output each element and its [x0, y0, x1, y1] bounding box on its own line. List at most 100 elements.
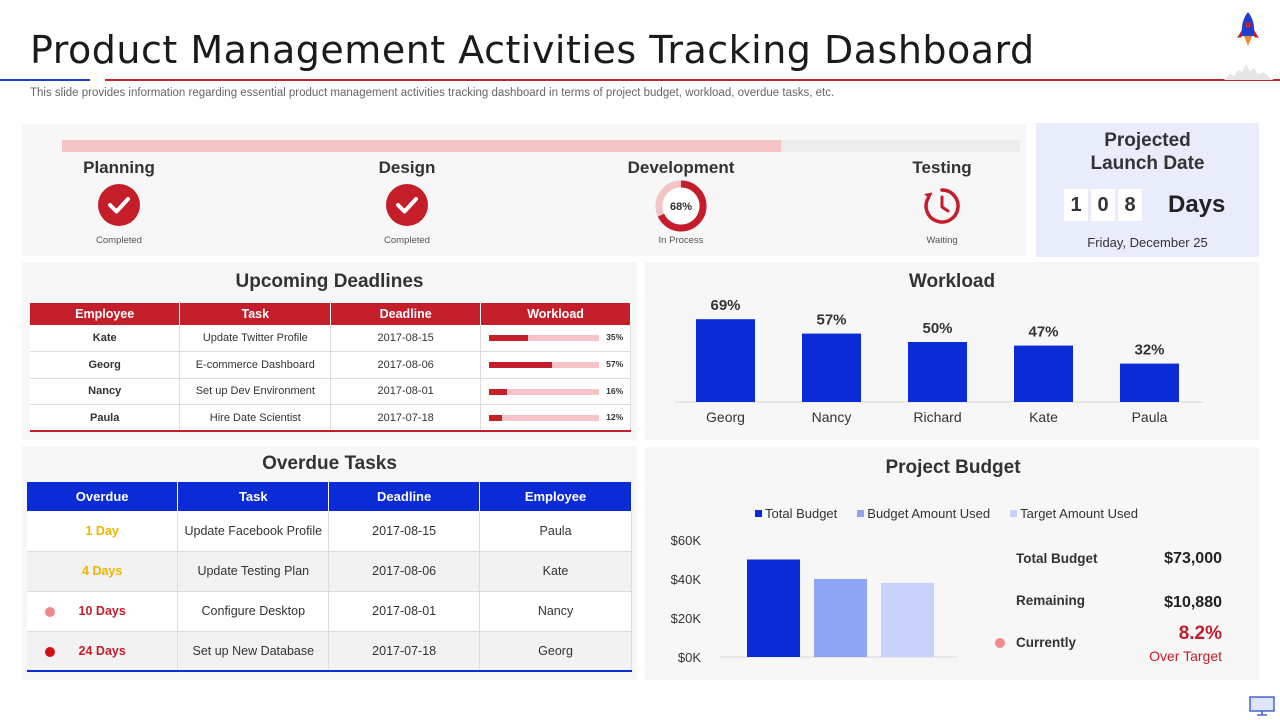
- launch-title: Projected Launch Date: [1090, 130, 1205, 174]
- task-cell: Update Facebook Profile: [177, 511, 330, 552]
- check-icon: [386, 184, 428, 226]
- overdue-label: 1 Day: [85, 523, 119, 538]
- over-target-percent: 8.2%: [1178, 623, 1222, 644]
- project-budget-panel: Project Budget $0K $20K $40K $60K Total Budg…: [645, 447, 1259, 680]
- x-tick-label: Nancy: [812, 409, 852, 425]
- workload-cell: 57%: [480, 351, 631, 379]
- workload-bar: [489, 388, 507, 395]
- over-target-label: Over Target: [1149, 648, 1222, 664]
- x-tick-label: Richard: [913, 409, 961, 425]
- task-cell: Set up New Database: [177, 631, 330, 672]
- workload-chart: Workload 69% Georg 57% Nancy 50% Richard 47% Kat…: [675, 271, 1203, 425]
- bar: [1120, 363, 1179, 402]
- overdue-cell: 4 Days: [27, 551, 179, 592]
- workload-panel: Workload 69% Georg 57% Nancy 50% Richard 47% Kat…: [645, 262, 1259, 440]
- total-budget-label: Total Budget: [1016, 551, 1098, 566]
- column-header: Deadline: [328, 482, 481, 511]
- overdue-label: 4 Days: [82, 564, 123, 578]
- deadline-cell: 2017-08-01: [330, 378, 482, 405]
- task-cell: Set up Dev Environment: [179, 378, 332, 405]
- stage-status: In Process: [658, 235, 704, 246]
- workload-bar: [489, 335, 528, 341]
- days-digit: 1: [1064, 189, 1088, 221]
- overdue-cell: 24 Days: [27, 631, 179, 672]
- column-header: Task: [177, 482, 330, 511]
- launch-date: Friday, December 25: [1087, 235, 1208, 250]
- legend-label: Target Amount Used: [1020, 506, 1138, 521]
- chart-title: Workload: [909, 271, 995, 292]
- stage-name: Development: [627, 158, 735, 177]
- table-row: Paula Hire Date Scientist 2017-07-18 12%: [30, 404, 631, 432]
- currently-label: Currently: [1016, 635, 1077, 650]
- bar: [908, 342, 967, 402]
- total-budget-value: $73,000: [1164, 550, 1222, 567]
- y-tick-label: $0K: [678, 650, 701, 665]
- employee-cell: Paula: [30, 404, 181, 432]
- stage-planning: Planning Completed: [49, 158, 189, 246]
- bar: [1014, 345, 1073, 402]
- deadline-cell: 2017-08-15: [330, 325, 482, 352]
- deadline-cell: 2017-08-06: [328, 551, 481, 592]
- legend-swatch: [1010, 510, 1018, 517]
- employee-cell: Georg: [30, 351, 181, 379]
- deadline-cell: 2017-08-06: [330, 351, 482, 379]
- task-cell: Configure Desktop: [177, 591, 330, 632]
- deadlines-table: Employee Task Deadline Workload Kate Upd…: [30, 303, 631, 432]
- overdue-label: 24 Days: [78, 643, 126, 658]
- table-row: 24 Days Set up New Database 2017-07-18 G…: [27, 631, 632, 672]
- ring-percent-label: 68%: [670, 201, 692, 213]
- x-tick-label: Paula: [1132, 409, 1168, 425]
- stage-status: Waiting: [926, 235, 958, 246]
- data-label: 69%: [710, 297, 740, 314]
- overall-progress-fill: [62, 140, 781, 152]
- workload-percent: 57%: [606, 359, 624, 369]
- data-label: 50%: [922, 320, 952, 337]
- legend-item: Budget Amount Used: [857, 506, 990, 521]
- page-subtitle: This slide provides information regardin…: [30, 87, 835, 99]
- budget-legend: Total Budget Budget Amount Used Target A…: [755, 506, 1158, 521]
- x-tick-label: Kate: [1029, 409, 1058, 425]
- workload-cell: 35%: [480, 325, 631, 352]
- employee-cell: Nancy: [479, 591, 632, 632]
- budget-chart: Project Budget $0K $20K $40K $60K: [671, 457, 1022, 665]
- stage-status: Completed: [96, 235, 142, 246]
- bar: [881, 582, 934, 657]
- employee-cell: Paula: [479, 511, 632, 552]
- workload-bar: [489, 415, 503, 421]
- employee-cell: Georg: [479, 631, 632, 672]
- overdue-cell: 1 Day: [27, 511, 179, 552]
- workload-cell: 12%: [480, 404, 631, 432]
- deadline-cell: 2017-08-01: [328, 591, 481, 632]
- overall-progress-bar: [62, 140, 1020, 152]
- workload-bar: [489, 362, 552, 368]
- table-row: 1 Day Update Facebook Profile 2017-08-15…: [27, 511, 632, 552]
- legend-label: Budget Amount Used: [867, 506, 991, 521]
- legend-swatch: [755, 510, 762, 517]
- timer-icon: [924, 188, 960, 224]
- x-tick-label: Georg: [706, 409, 745, 425]
- deadline-cell: 2017-07-18: [330, 404, 482, 432]
- remaining-label: Remaining: [1016, 593, 1086, 608]
- task-cell: Hire Date Scientist: [179, 404, 332, 432]
- overdue-cell: 10 Days: [27, 591, 179, 632]
- table-row: Georg E-commerce Dashboard 2017-08-06 57…: [30, 351, 631, 379]
- legend-swatch: [857, 510, 865, 517]
- table-row: Kate Update Twitter Profile 2017-08-15 3…: [30, 325, 631, 352]
- overdue-tasks-panel: Overdue Tasks Overdue Task Deadline Empl…: [22, 446, 637, 680]
- data-label: 32%: [1134, 342, 1164, 359]
- employee-cell: Nancy: [30, 378, 181, 405]
- check-icon: [98, 184, 140, 226]
- title-underline-blue: [0, 79, 90, 81]
- table-row: Nancy Set up Dev Environment 2017-08-01 …: [30, 378, 631, 405]
- workload-cell: 16%: [480, 378, 631, 405]
- project-progress-panel: Planning Completed Design Completed Deve…: [22, 124, 1026, 256]
- column-header: Workload: [480, 303, 631, 325]
- stage-name: Design: [378, 158, 436, 177]
- stage-status: Completed: [384, 235, 430, 246]
- workload-percent: 16%: [606, 385, 624, 396]
- stage-development: Development 68% In Process: [611, 158, 751, 246]
- days-counter: 1 0 8: [1064, 189, 1142, 221]
- data-label: 47%: [1028, 324, 1058, 341]
- upcoming-deadlines-panel: Upcoming Deadlines Employee Task Deadlin…: [22, 262, 637, 440]
- stage-name: Testing: [912, 158, 972, 177]
